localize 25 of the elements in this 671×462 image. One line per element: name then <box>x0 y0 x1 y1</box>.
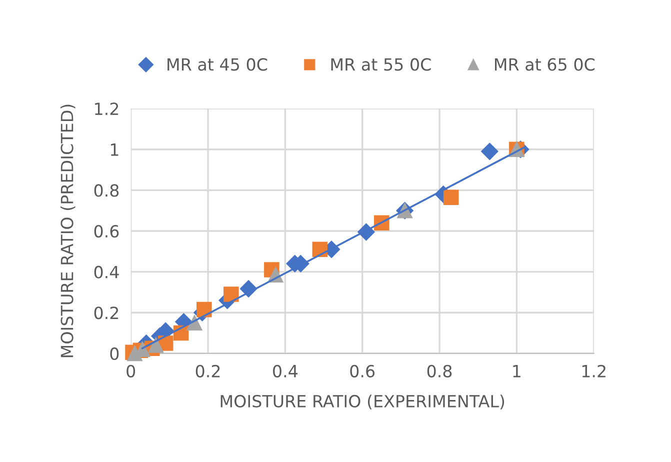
y-tick-label: 0.8 <box>94 184 119 197</box>
x-tick-label: 0 <box>126 364 136 378</box>
point <box>481 142 498 160</box>
x-tick-label: 0.6 <box>350 364 375 378</box>
point <box>148 338 164 353</box>
y-tick-label: 1.2 <box>95 102 118 115</box>
y-tick-label: 0 <box>110 347 119 360</box>
point <box>196 302 212 318</box>
y-tick-label: 0.6 <box>94 224 119 238</box>
x-tick-label: 1.2 <box>582 364 606 378</box>
y-tick-label: 0.2 <box>94 306 118 320</box>
y-tick-label: 0.4 <box>94 266 119 278</box>
point <box>443 190 459 205</box>
point <box>224 286 239 302</box>
x-tick-label: 1 <box>513 365 520 378</box>
legend-label: MR at 65 0C <box>495 58 595 71</box>
legend-label: MR at 55 0C <box>331 58 431 71</box>
legend-label: MR at 45 0C <box>168 58 268 71</box>
y-tick-label: 1 <box>110 144 118 156</box>
x-tick-label: 0.8 <box>427 364 452 378</box>
y-axis-title: MOISTURE RATIO (PREDICTED) <box>60 104 76 358</box>
x-tick-label: 0.2 <box>196 364 220 378</box>
x-tick-label: 0.4 <box>273 364 298 378</box>
x-axis-title: MOISTURE RATIO (EXPERIMENTAL) <box>220 394 504 410</box>
point <box>358 223 375 241</box>
